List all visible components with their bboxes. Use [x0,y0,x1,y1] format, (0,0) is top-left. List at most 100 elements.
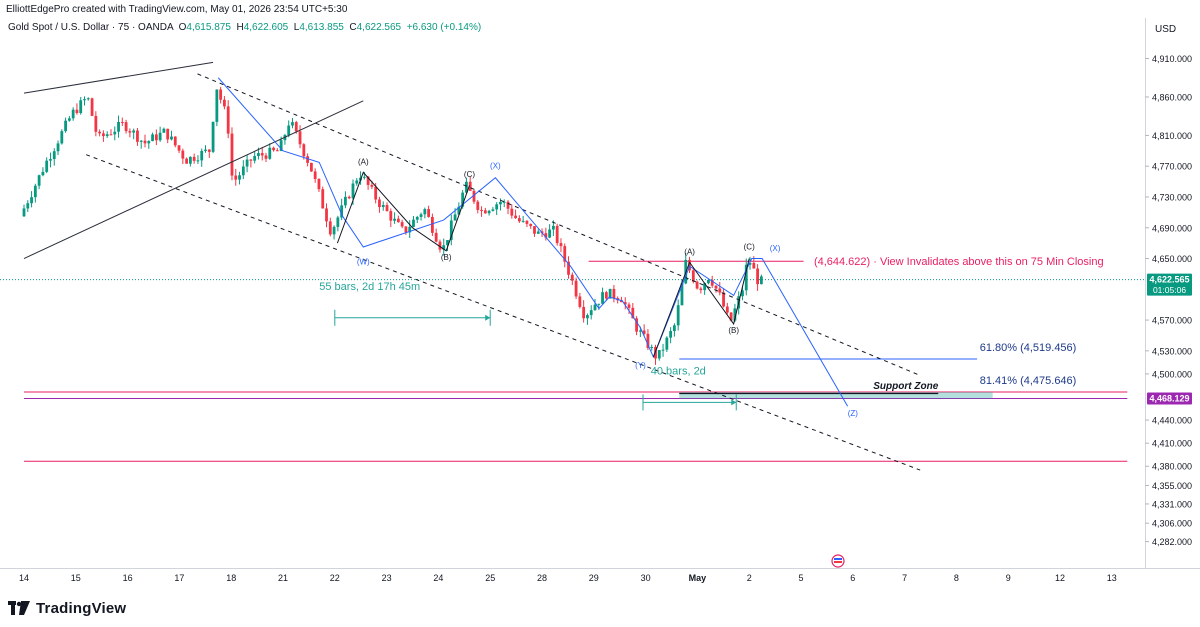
candle-body [98,131,102,134]
candle-body [673,325,676,332]
open-value: 4,615.875 [186,22,231,33]
candle-body [162,128,166,133]
candle-body [536,231,540,234]
candle-body [502,201,506,203]
candle-body [574,280,578,297]
economic-event-icon[interactable] [831,554,845,568]
candle-body [427,209,431,217]
candle-body [309,162,313,172]
candle-body [185,158,189,164]
candle-body [268,147,272,159]
symbol-legend[interactable]: Gold Spot / U.S. Dollar · 75 · OANDA O4,… [8,22,481,33]
support-zone-box [679,391,993,399]
time-axis-label: 17 [174,573,184,583]
candle-body [555,225,559,244]
fib-level-label: 81.41% (4,475.646) [980,375,1077,387]
candle-body [714,285,718,289]
candle-body [423,209,427,215]
time-axis-label: 16 [123,573,133,583]
currency-label[interactable]: USD [1155,24,1177,35]
candle-body [328,221,332,235]
candle-body [321,189,325,209]
measure-arrow [485,314,491,321]
change-value: +6.630 (+0.14%) [406,22,482,33]
candle-body [718,288,722,293]
candle-body [631,307,635,319]
candle-body [177,145,181,151]
candle-body [302,144,306,157]
wave-paths [217,77,849,407]
price-axis-label: 4,331.000 [1152,499,1192,509]
candle-body [419,214,423,217]
candle-body [204,149,207,151]
candle-body [400,222,404,227]
candle-body [676,305,680,326]
candle-body [79,100,83,114]
candle-body [725,306,729,313]
candle-body [559,243,563,247]
candle-body [635,318,638,332]
candle-body [298,131,302,145]
candle-body [563,246,567,262]
price-tag-value: 4,468.129 [1149,393,1189,403]
candle-body [219,89,223,100]
candle-body [226,106,230,134]
candle-body [340,205,344,218]
price-tag [1147,273,1192,296]
candle-body [578,296,582,307]
candle-body [510,208,514,216]
candle-body [521,220,525,222]
candle-body [430,216,434,233]
candle-body [449,220,453,241]
candle-body [415,216,419,220]
time-axis-label: 2 [747,573,752,583]
candle-body [461,192,465,207]
candle-body [533,226,536,234]
candle-body [257,153,260,157]
time-axis-label: 15 [71,573,81,583]
candle-body [688,259,691,271]
candle-body [313,171,317,179]
candle-body [275,150,279,152]
candle-body [707,279,710,284]
candle-body [468,181,472,191]
candle-body [67,118,71,121]
candle-body [544,233,548,238]
candle-body [291,122,294,126]
price-axis-label: 4,650.000 [1152,254,1192,264]
candle-body [412,219,415,227]
price-axis-label: 4,570.000 [1152,316,1192,326]
trendlines [23,61,921,471]
symbol-name[interactable]: Gold Spot / U.S. Dollar · 75 · OANDA [8,22,174,33]
invalidation-label: (4,644.622) · View Invalidates above thi… [814,256,1104,268]
brand[interactable]: TradingView [8,598,126,618]
candle-body [389,211,393,221]
candle-body [601,292,604,304]
candle-body [41,171,45,176]
candle-body [442,245,446,250]
candle-body [132,130,136,133]
candle-body [124,122,128,132]
candle-body [370,184,374,187]
price-axis-label: 4,282.000 [1152,537,1192,547]
candle-body [234,175,238,180]
low-label: L [293,22,300,33]
candle-body [597,303,601,305]
wave-label: (W) [357,258,370,267]
candle-body [627,304,631,308]
candle-body [570,274,574,281]
candle-body [30,197,33,204]
price-axis-label: 4,860.000 [1152,92,1192,102]
candle-body [260,153,264,156]
candle-body [45,160,49,172]
trendline [197,73,921,376]
event-icon-stripe-red [834,561,842,563]
candle-body [166,128,170,140]
time-axis-label: 23 [382,573,392,583]
time-axis-label: 9 [1006,573,1011,583]
candle-body [64,120,67,132]
candle-body [593,304,597,311]
candle-body [336,217,340,227]
candle-body [378,199,381,208]
